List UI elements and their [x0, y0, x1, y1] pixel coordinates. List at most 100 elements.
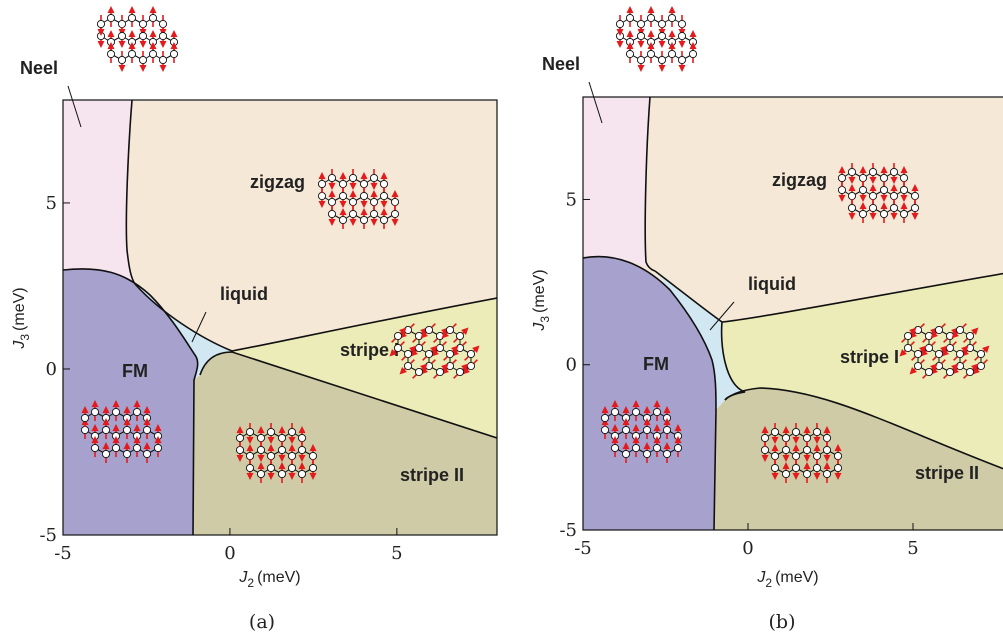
x-tick-label: -5 — [574, 538, 592, 559]
region-label: stripe II — [400, 465, 464, 485]
x-axis-label: J2(meV) — [238, 569, 300, 590]
site — [257, 470, 264, 477]
site — [267, 464, 274, 471]
site — [380, 192, 387, 199]
axis-unit: (meV) — [257, 569, 301, 586]
site — [467, 362, 474, 369]
site — [328, 210, 335, 217]
spin-head — [648, 30, 655, 37]
site — [782, 470, 789, 477]
site — [668, 14, 675, 21]
y-axis-label: J3(meV) — [531, 269, 552, 331]
site — [813, 464, 820, 471]
site — [91, 408, 98, 415]
site — [678, 20, 685, 27]
site — [771, 464, 778, 471]
site — [823, 470, 830, 477]
site — [813, 428, 820, 435]
site — [848, 192, 855, 199]
site — [133, 444, 140, 451]
site — [102, 426, 109, 433]
site — [914, 350, 921, 357]
site — [267, 452, 274, 459]
site — [318, 192, 325, 199]
spin-head — [150, 6, 157, 13]
site — [456, 332, 463, 339]
site — [782, 446, 789, 453]
site — [159, 56, 166, 63]
site — [869, 204, 876, 211]
site — [118, 32, 125, 39]
site — [658, 20, 665, 27]
site — [977, 350, 984, 357]
site — [102, 450, 109, 457]
spin-head — [150, 30, 157, 37]
site — [97, 20, 104, 27]
site — [456, 368, 463, 375]
site — [792, 464, 799, 471]
site — [668, 50, 675, 57]
site — [761, 434, 768, 441]
site — [823, 446, 830, 453]
site — [834, 452, 841, 459]
site — [977, 362, 984, 369]
region-label: zigzag — [772, 170, 827, 190]
x-tick-label: -5 — [54, 543, 72, 564]
axis-unit: (meV) — [775, 569, 819, 586]
x-tick-label: 0 — [224, 543, 235, 564]
y-tick-label: 5 — [566, 189, 577, 210]
site — [643, 450, 650, 457]
site — [803, 470, 810, 477]
site — [658, 56, 665, 63]
site — [601, 414, 608, 421]
site — [782, 434, 789, 441]
site — [890, 192, 897, 199]
site — [848, 168, 855, 175]
panel-caption: (b) — [769, 611, 796, 633]
site — [616, 20, 623, 27]
site — [91, 444, 98, 451]
site — [278, 470, 285, 477]
site — [267, 428, 274, 435]
spin-head — [679, 65, 686, 72]
site — [118, 20, 125, 27]
site — [904, 332, 911, 339]
site — [803, 434, 810, 441]
site — [611, 408, 618, 415]
site — [900, 186, 907, 193]
region-label: Neel — [542, 54, 580, 74]
axis-subscript: 2 — [765, 576, 772, 590]
axis-subscript: 3 — [18, 334, 32, 341]
spin-head — [129, 30, 136, 37]
spin-head — [638, 41, 645, 48]
region-label: FM — [643, 354, 669, 374]
site — [834, 464, 841, 471]
site — [149, 14, 156, 21]
site — [653, 408, 660, 415]
site — [946, 344, 953, 351]
site — [678, 32, 685, 39]
site — [803, 446, 810, 453]
site — [823, 434, 830, 441]
site — [360, 216, 367, 223]
site — [647, 14, 654, 21]
spin-head — [160, 65, 167, 72]
site — [674, 444, 681, 451]
site — [911, 192, 918, 199]
site — [339, 192, 346, 199]
spin-cluster — [616, 6, 696, 72]
axis-subscript: 2 — [247, 576, 254, 590]
site — [446, 326, 453, 333]
site — [81, 426, 88, 433]
site — [128, 50, 135, 57]
site — [622, 450, 629, 457]
site — [904, 344, 911, 351]
site — [601, 426, 608, 433]
site — [159, 20, 166, 27]
site — [771, 428, 778, 435]
site — [771, 452, 778, 459]
site — [900, 174, 907, 181]
spin-head — [119, 65, 126, 72]
site — [139, 32, 146, 39]
site — [278, 446, 285, 453]
